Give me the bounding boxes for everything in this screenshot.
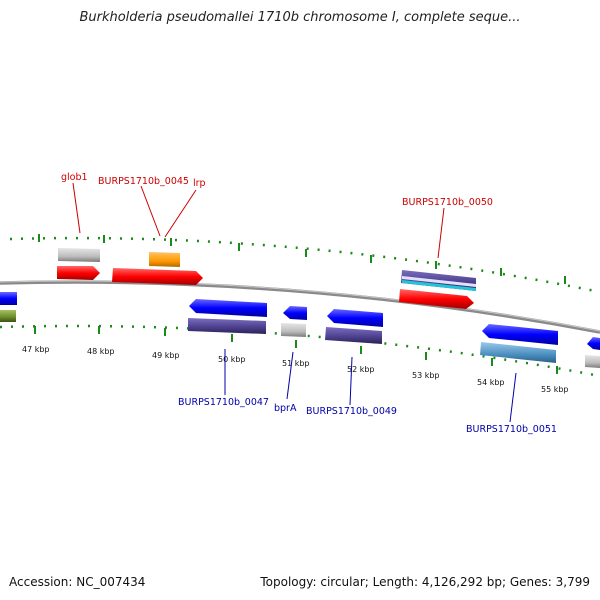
upper-major-ticks: [38, 234, 566, 284]
gene-label-burps0050[interactable]: BURPS1710b_0050: [402, 197, 493, 208]
glob1-gene-arrow[interactable]: [57, 266, 100, 280]
lower-major-ticks: [34, 326, 558, 374]
gene-label-burps0047[interactable]: BURPS1710b_0047: [178, 397, 269, 408]
burps0050-multiband-feature[interactable]: [401, 270, 476, 291]
orange-feature[interactable]: [149, 252, 180, 267]
label-leader-lines: [72, 182, 517, 423]
gene-label-burps0045[interactable]: BURPS1710b_0045: [98, 176, 189, 187]
reverse-features[interactable]: [0, 292, 600, 368]
tick-label: 47 kbp: [22, 345, 50, 354]
tick-label: 49 kbp: [152, 351, 180, 360]
burps0047-purple-feature[interactable]: [188, 318, 266, 334]
tick-label: 50 kbp: [218, 355, 246, 364]
glob1-grey-feature[interactable]: [58, 248, 100, 262]
tick-label: 51 kbp: [282, 359, 310, 368]
gene-label-burps0051[interactable]: BURPS1710b_0051: [466, 424, 557, 435]
genome-stats-text: Topology: circular; Length: 4,126,292 bp…: [260, 575, 590, 589]
burps0049-purple-feature[interactable]: [325, 327, 382, 344]
bpra-grey-feature[interactable]: [281, 323, 306, 337]
tick-label: 48 kbp: [87, 347, 115, 356]
tick-labels: 47 kbp 48 kbp 49 kbp 50 kbp 51 kbp 52 kb…: [22, 345, 569, 394]
backbone-line: [0, 280, 600, 334]
burps0051-teal-feature[interactable]: [480, 342, 556, 363]
upper-tick-ring: [9, 236, 600, 294]
gene-label-lrp[interactable]: lrp: [193, 178, 206, 189]
burps0047-gene-arrow[interactable]: [189, 299, 267, 317]
right-edge-reverse-gene-arrow[interactable]: [587, 337, 600, 350]
gene-labels: glob1 BURPS1710b_0045 lrp BURPS1710b_005…: [61, 172, 557, 435]
gene-label-glob1[interactable]: glob1: [61, 172, 88, 183]
tick-label: 54 kbp: [477, 378, 505, 387]
right-edge-grey-feature[interactable]: [585, 355, 600, 368]
backbone-highlight: [0, 280, 600, 332]
burps0049-gene-arrow[interactable]: [327, 309, 383, 327]
burps0045-gene-arrow[interactable]: [112, 268, 203, 285]
lower-tick-ring: [0, 324, 600, 378]
tick-label: 52 kbp: [347, 365, 375, 374]
bpra-gene-arrow[interactable]: [283, 306, 307, 320]
edge-reverse-gene-arrow[interactable]: [0, 292, 17, 305]
edge-olive-feature[interactable]: [0, 310, 16, 322]
burps0050-gene-arrow[interactable]: [399, 289, 474, 309]
map-title: Burkholderia pseudomallei 1710b chromoso…: [79, 10, 521, 25]
forward-features[interactable]: [57, 248, 476, 309]
tick-label: 53 kbp: [412, 371, 440, 380]
tick-label: 55 kbp: [541, 385, 569, 394]
gene-label-burps0049[interactable]: BURPS1710b_0049: [306, 406, 397, 417]
accession-text: Accession: NC_007434: [9, 575, 146, 589]
burps0051-gene-arrow[interactable]: [482, 324, 558, 345]
gene-label-bpra[interactable]: bprA: [274, 403, 297, 414]
